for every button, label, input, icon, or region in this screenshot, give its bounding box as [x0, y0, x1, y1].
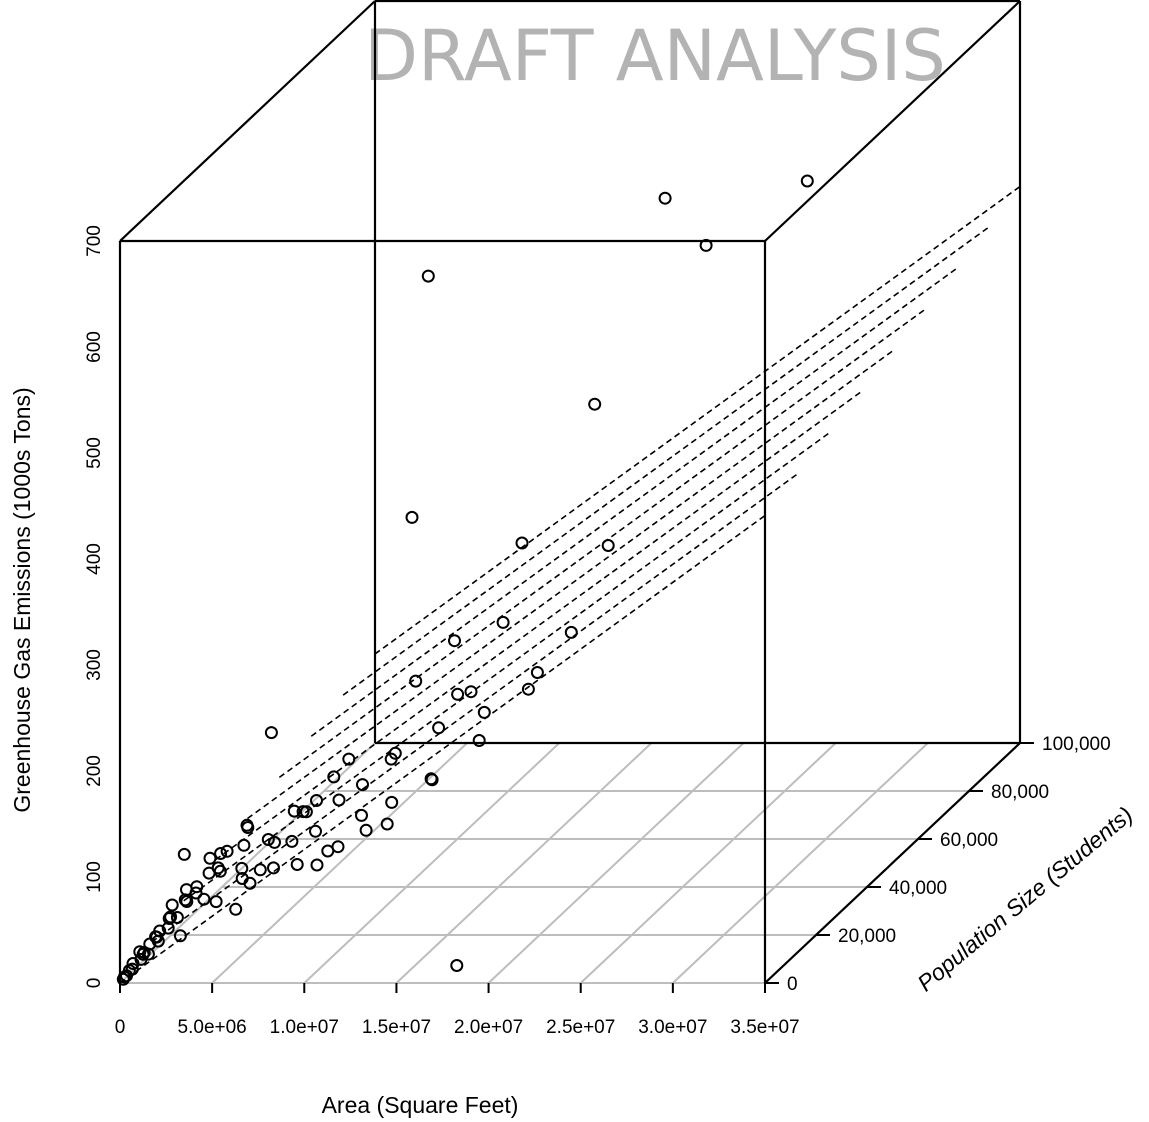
- data-point-39: [230, 904, 241, 915]
- z-tick-label-3: 300: [84, 649, 105, 681]
- data-point-5: [603, 540, 614, 551]
- data-point-2: [423, 271, 434, 282]
- x-tick-label-1: 5.0e+06: [178, 1017, 247, 1038]
- z-tick-label-4: 400: [84, 543, 105, 575]
- y-tick-label-1: 20,000: [838, 926, 896, 947]
- data-point-28: [310, 826, 321, 837]
- y-tick-label-3: 60,000: [940, 830, 998, 851]
- regression-line-8: [375, 187, 1020, 654]
- data-point-61: [238, 840, 249, 851]
- floor-grid-line-x-5: [581, 743, 836, 983]
- data-point-75: [204, 868, 215, 879]
- x-tick-label-7: 3.5e+07: [730, 1017, 799, 1038]
- data-point-47: [167, 900, 178, 911]
- regression-line-7: [343, 228, 988, 695]
- x-axis-title: Area (Square Feet): [322, 1092, 519, 1118]
- regression-plane: [120, 187, 1020, 984]
- z-tick-label-7: 700: [84, 225, 105, 257]
- data-point-25: [334, 795, 345, 806]
- floor-grid: [120, 743, 1020, 983]
- y-tick-label-5: 100,000: [1042, 734, 1111, 755]
- x-tick-label-0: 0: [115, 1017, 126, 1038]
- data-point-44: [179, 849, 190, 860]
- box-edge-4: [120, 1, 375, 241]
- floor-grid-line-x-6: [673, 743, 928, 983]
- plot-box: [120, 1, 1020, 983]
- z-axis-title: Greenhouse Gas Emissions (1000s Tons): [9, 387, 35, 812]
- z-tick-label-0: 0: [84, 978, 105, 989]
- data-point-35: [266, 727, 277, 738]
- data-point-6: [407, 512, 418, 523]
- x-tick-label-6: 3.0e+07: [638, 1017, 707, 1038]
- data-point-29: [312, 860, 323, 871]
- z-tick-label-5: 500: [84, 437, 105, 469]
- z-tick-label-2: 200: [84, 755, 105, 787]
- data-point-12: [474, 735, 485, 746]
- data-point-78: [356, 810, 367, 821]
- y-tick-label-2: 40,000: [889, 878, 947, 899]
- x-tick-label-5: 2.5e+07: [546, 1017, 615, 1038]
- axis-ticks: 0 100 200 300 400 500 600 700 0 5.0e+06 1.0e+07 1.5…: [84, 225, 1111, 1038]
- data-point-89: [172, 912, 183, 923]
- floor-grid-line-x-2: [304, 743, 559, 983]
- x-tick-label-2: 1.0e+07: [270, 1017, 339, 1038]
- data-point-42: [205, 853, 216, 864]
- data-point-82: [292, 859, 303, 870]
- data-point-4: [589, 399, 600, 410]
- z-tick-label-1: 100: [84, 861, 105, 893]
- data-point-71: [255, 864, 266, 875]
- regression-line-3: [216, 392, 861, 859]
- data-point-18: [479, 707, 490, 718]
- data-point-17: [498, 617, 509, 628]
- data-point-30: [322, 846, 333, 857]
- data-point-32: [286, 836, 297, 847]
- data-point-10: [523, 684, 534, 695]
- data-point-21: [386, 797, 397, 808]
- floor-grid-line-x-4: [489, 743, 744, 983]
- data-point-14: [451, 960, 462, 971]
- data-point-34: [268, 862, 279, 873]
- y-tick-label-0: 0: [787, 974, 798, 995]
- regression-line-4: [248, 351, 893, 818]
- y-tick-label-4: 80,000: [991, 782, 1049, 803]
- data-point-80: [361, 825, 372, 836]
- data-point-0: [802, 176, 813, 187]
- data-point-9: [532, 667, 543, 678]
- z-tick-label-6: 600: [84, 331, 105, 363]
- x-tick-label-4: 2.0e+07: [454, 1017, 523, 1038]
- regression-line-0: [120, 516, 765, 983]
- data-point-81: [433, 722, 444, 733]
- regression-line-6: [311, 269, 956, 736]
- data-point-16: [452, 689, 463, 700]
- data-point-8: [566, 627, 577, 638]
- data-point-69: [211, 896, 222, 907]
- data-point-15: [449, 635, 460, 646]
- data-point-22: [382, 819, 393, 830]
- x-tick-label-3: 1.5e+07: [362, 1017, 431, 1038]
- floor-grid-line-x-3: [396, 743, 651, 983]
- regression-line-5: [279, 310, 924, 777]
- data-point-1: [660, 193, 671, 204]
- watermark: DRAFT ANALYSIS: [364, 15, 946, 97]
